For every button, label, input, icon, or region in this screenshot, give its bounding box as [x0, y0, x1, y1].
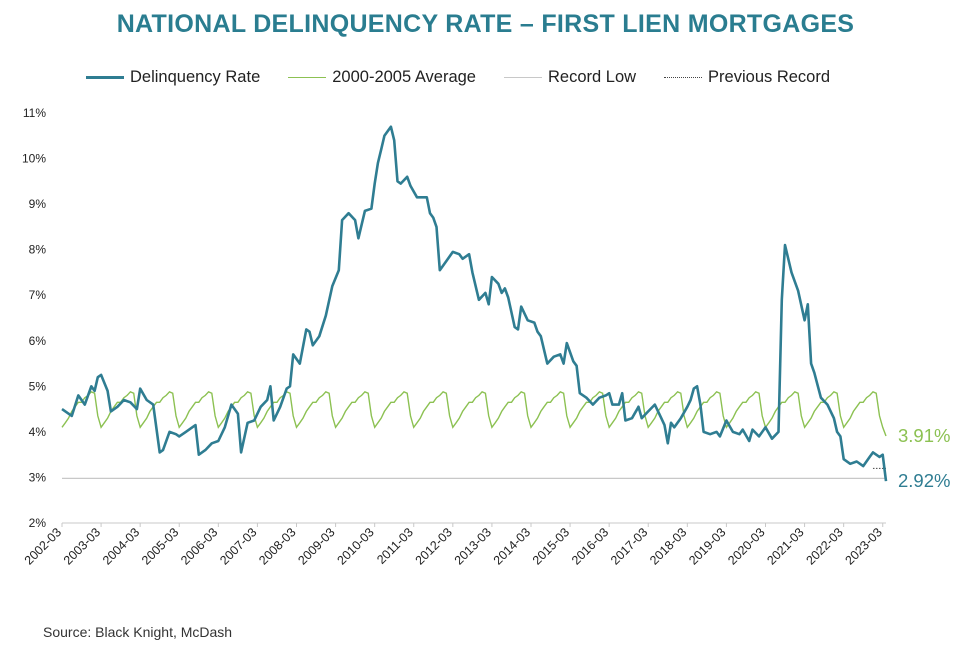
legend-label-record-low: Record Low: [548, 68, 637, 86]
x-tick-label: 2018-03: [647, 525, 689, 567]
x-tick-label: 2017-03: [608, 525, 650, 567]
average-series-line: [61, 390, 887, 437]
chart-legend: Delinquency Rate 2000-2005 Average Recor…: [86, 68, 858, 87]
x-tick-label: 2010-03: [334, 525, 376, 567]
legend-label-previous-record: Previous Record: [708, 68, 831, 86]
x-tick-label: 2023-03: [843, 525, 885, 567]
x-tick-label: 2011-03: [374, 525, 416, 567]
x-tick-label: 2014-03: [491, 525, 533, 567]
y-axis-ticks: 11% 10% 9% 8% 7% 6% 5% 4% 3% 2%: [22, 106, 46, 530]
x-tick-label: 2009-03: [295, 525, 337, 567]
y-tick-label: 11%: [23, 106, 46, 120]
x-tick-label: 2013-03: [452, 525, 494, 567]
y-tick-label: 8%: [29, 243, 47, 257]
x-tick-label: 2020-03: [725, 525, 767, 567]
legend-item-delinquency: Delinquency Rate: [86, 68, 260, 87]
x-tick-label: 2003-03: [61, 525, 103, 567]
x-tick-label: 2022-03: [803, 525, 845, 567]
legend-label-average: 2000-2005 Average: [332, 68, 476, 86]
average-end-label: 3.91%: [898, 424, 951, 446]
source-note: Source: Black Knight, McDash: [43, 624, 233, 640]
x-tick-label: 2006-03: [178, 525, 220, 567]
x-tick-label: 2007-03: [217, 525, 259, 567]
delinquency-end-label: 2.92%: [898, 470, 951, 492]
x-tick-label: 2016-03: [569, 525, 611, 567]
x-axis-ticks: 2002-032003-032004-032005-032006-032007-…: [22, 523, 885, 568]
chart-title: NATIONAL DELINQUENCY RATE – FIRST LIEN M…: [116, 10, 855, 38]
legend-swatch-previous-record: [664, 77, 703, 78]
legend-swatch-average: [288, 77, 327, 78]
y-tick-label: 10%: [22, 152, 46, 166]
x-tick-label: 2004-03: [100, 525, 142, 567]
x-tick-label: 2008-03: [256, 525, 298, 567]
legend-item-record-low: Record Low: [504, 68, 636, 87]
legend-swatch-record-low: [504, 77, 542, 78]
y-tick-label: 5%: [29, 379, 47, 393]
x-tick-label: 2021-03: [764, 525, 806, 567]
delinquency-series-line: [61, 125, 888, 482]
legend-item-previous-record: Previous Record: [664, 68, 830, 87]
x-tick-label: 2012-03: [413, 525, 455, 567]
legend-item-average: 2000-2005 Average: [288, 68, 476, 87]
x-tick-label: 2002-03: [22, 525, 64, 567]
x-tick-label: 2015-03: [530, 525, 572, 567]
y-tick-label: 7%: [29, 288, 47, 302]
x-tick-label: 2005-03: [139, 525, 181, 567]
legend-label-delinquency: Delinquency Rate: [130, 68, 261, 86]
legend-swatch-delinquency: [86, 76, 124, 79]
y-tick-label: 3%: [29, 470, 47, 484]
x-tick-label: 2019-03: [686, 525, 728, 567]
y-tick-label: 9%: [29, 197, 47, 211]
y-tick-label: 4%: [29, 425, 47, 439]
y-tick-label: 6%: [29, 334, 47, 348]
y-tick-label: 2%: [29, 516, 47, 530]
